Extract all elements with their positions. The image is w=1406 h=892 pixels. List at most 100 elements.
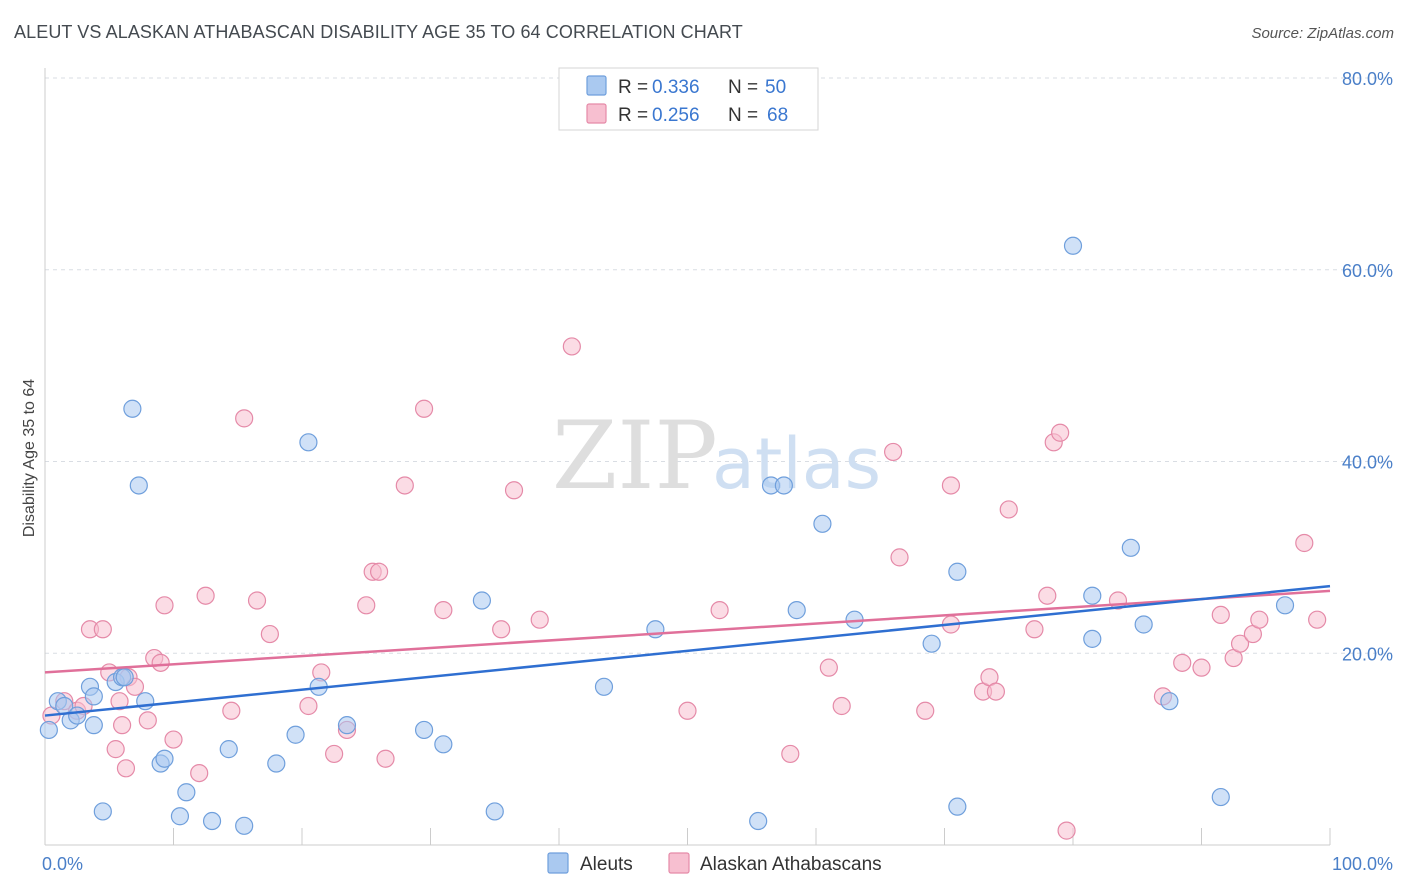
data-point-aleut	[1083, 586, 1102, 605]
data-point-athabascan	[299, 696, 318, 716]
data-point-aleut	[155, 749, 174, 768]
legend-label-aleuts: Aleuts	[580, 854, 633, 875]
data-point-athabascan	[530, 610, 549, 629]
trendline-athabascans	[44, 589, 1331, 674]
data-point-athabascan	[325, 744, 344, 764]
data-point-aleut	[84, 716, 103, 735]
x-tick-label: 100.0%	[1332, 854, 1393, 874]
data-point-aleut	[39, 720, 58, 740]
data-point-athabascan	[116, 759, 136, 778]
data-point-athabascan	[357, 596, 376, 615]
data-point-athabascan	[376, 749, 395, 768]
y-tick-label: 40.0%	[1342, 453, 1393, 473]
data-point-aleut	[594, 677, 614, 696]
stats-legend-n-value: 50	[765, 77, 786, 98]
grid-lines	[45, 77, 1392, 654]
stats-legend-r-value: 0.336	[652, 77, 700, 98]
data-point-athabascan	[1057, 821, 1076, 840]
data-point-athabascan	[781, 744, 800, 764]
stats-legend-n-value: 68	[767, 105, 788, 126]
stats-legend-r-label: R =	[618, 77, 648, 98]
data-point-aleut	[922, 634, 941, 653]
data-point-athabascan	[883, 442, 903, 462]
data-point-aleut	[286, 725, 305, 744]
data-point-aleut	[414, 720, 434, 740]
data-point-athabascan	[260, 624, 279, 644]
data-point-athabascan	[492, 620, 511, 639]
data-point-athabascan	[1295, 533, 1314, 553]
x-tick-label: 0.0%	[42, 854, 83, 874]
stats-legend-swatch-athabascans	[586, 103, 607, 124]
data-point-athabascan	[941, 476, 961, 495]
data-point-aleut	[749, 811, 768, 831]
data-point-aleut	[115, 668, 134, 687]
data-point-aleut	[68, 706, 87, 725]
data-point-aleut	[129, 476, 148, 495]
data-point-athabascan	[999, 500, 1018, 519]
trendline-aleuts	[44, 584, 1331, 717]
watermark-atlas: atlas	[712, 423, 881, 505]
data-point-athabascan	[1192, 658, 1211, 677]
stats-legend-n-label: N =	[728, 77, 758, 98]
stats-legend-r-label: R =	[618, 105, 648, 126]
data-point-aleut	[93, 802, 112, 821]
data-point-athabascan	[370, 562, 389, 581]
data-point-aleut	[299, 433, 318, 452]
data-point-athabascan	[1025, 620, 1044, 639]
chart-source: Source: ZipAtlas.com	[1251, 25, 1394, 42]
data-point-athabascan	[235, 409, 254, 428]
stats-legend: R = 0.336 N = 50 R = 0.256 N = 68	[558, 67, 819, 131]
series-aleuts	[39, 236, 1295, 835]
watermark: ZIP atlas	[552, 402, 881, 511]
data-point-aleut	[1134, 615, 1153, 634]
data-point-aleut	[434, 735, 453, 754]
data-point-athabascan	[110, 692, 129, 711]
data-point-athabascan	[395, 476, 414, 495]
data-point-athabascan	[247, 591, 267, 610]
y-axis-label: Disability Age 35 to 64	[21, 379, 38, 537]
data-point-aleut	[774, 476, 793, 495]
data-point-aleut	[267, 754, 286, 773]
data-point-athabascan	[414, 399, 434, 418]
data-point-aleut	[1211, 787, 1230, 807]
data-point-aleut	[84, 687, 103, 706]
data-point-athabascan	[916, 701, 935, 720]
data-point-athabascan	[196, 586, 215, 605]
data-point-athabascan	[890, 548, 909, 567]
y-tick-label: 20.0%	[1342, 644, 1393, 664]
data-point-athabascan	[112, 716, 132, 735]
data-point-athabascan	[504, 481, 524, 500]
data-point-athabascan	[155, 596, 174, 615]
y-tick-label: 80.0%	[1342, 69, 1393, 89]
watermark-zip: ZIP	[552, 402, 718, 511]
tick-labels: 20.0% 40.0% 60.0% 80.0% 0.0% 100.0%	[42, 69, 1393, 874]
data-point-athabascan	[222, 701, 241, 720]
data-point-aleut	[1083, 629, 1102, 648]
data-point-aleut	[337, 716, 357, 735]
data-point-athabascan	[1230, 634, 1250, 653]
data-point-aleut	[1063, 236, 1083, 255]
data-point-athabascan	[106, 740, 125, 759]
series-legend: Aleuts Alaskan Athabascans	[547, 852, 882, 875]
data-point-aleut	[813, 514, 832, 533]
data-point-athabascan	[1308, 610, 1327, 629]
data-point-athabascan	[1051, 423, 1070, 442]
data-point-aleut	[485, 802, 504, 821]
trendlines	[44, 584, 1331, 717]
stats-legend-swatch-aleuts	[586, 75, 607, 96]
data-point-aleut	[1121, 538, 1140, 557]
data-point-aleut	[177, 783, 196, 802]
stats-legend-n-label: N =	[728, 105, 758, 126]
legend-swatch-aleuts	[547, 852, 569, 874]
legend-label-athabascans: Alaskan Athabascans	[700, 854, 882, 875]
legend-swatch-athabascans	[668, 852, 690, 874]
data-point-athabascan	[151, 653, 170, 672]
data-point-athabascan	[710, 601, 729, 620]
data-point-athabascan	[1211, 605, 1230, 625]
data-point-aleut	[235, 816, 254, 835]
data-point-athabascan	[562, 337, 581, 356]
data-point-athabascan	[819, 658, 838, 677]
data-point-aleut	[219, 740, 238, 759]
data-point-aleut	[123, 399, 142, 418]
